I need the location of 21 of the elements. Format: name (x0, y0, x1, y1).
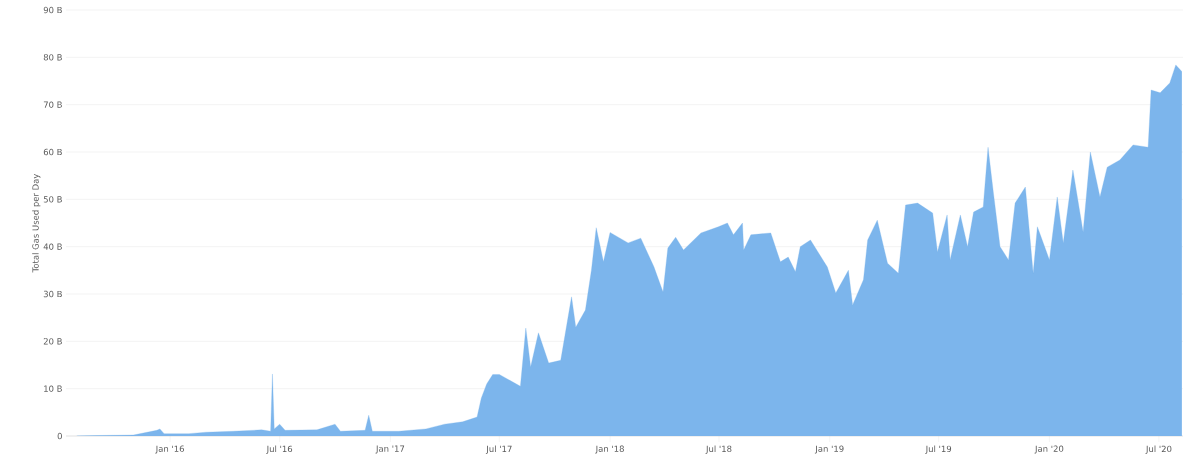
y-tick-label: 90 B (43, 6, 62, 14)
y-tick-label: 80 B (43, 54, 62, 61)
x-tick-label: Jul '18 (705, 445, 732, 454)
x-tick-label: Jul '20 (1145, 445, 1172, 454)
x-tick-label: Jan '17 (375, 445, 405, 454)
y-tick-label: 20 B (43, 338, 62, 345)
y-tick-label: 0 (57, 432, 62, 440)
y-tick-label: 60 B (43, 148, 62, 156)
x-tick-label: Jul '19 (925, 445, 952, 454)
x-tick-label: Jan '19 (814, 445, 844, 454)
x-tick-label: Jan '16 (155, 445, 185, 454)
y-tick-label: 30 B (43, 290, 62, 298)
x-tick-label: Jan '18 (595, 445, 624, 454)
x-tick-label: Jul '17 (485, 445, 512, 454)
y-tick-label: 70 B (43, 101, 62, 108)
y-tick-label: 40 B (43, 243, 62, 250)
x-tick-label: Jul '16 (266, 445, 293, 454)
y-tick-label: 10 B (44, 385, 62, 392)
y-tick-label: 50 B (43, 196, 62, 203)
x-tick-label: Jan '20 (1034, 445, 1064, 454)
y-axis-title: Total Gas Used per Day (32, 173, 41, 273)
